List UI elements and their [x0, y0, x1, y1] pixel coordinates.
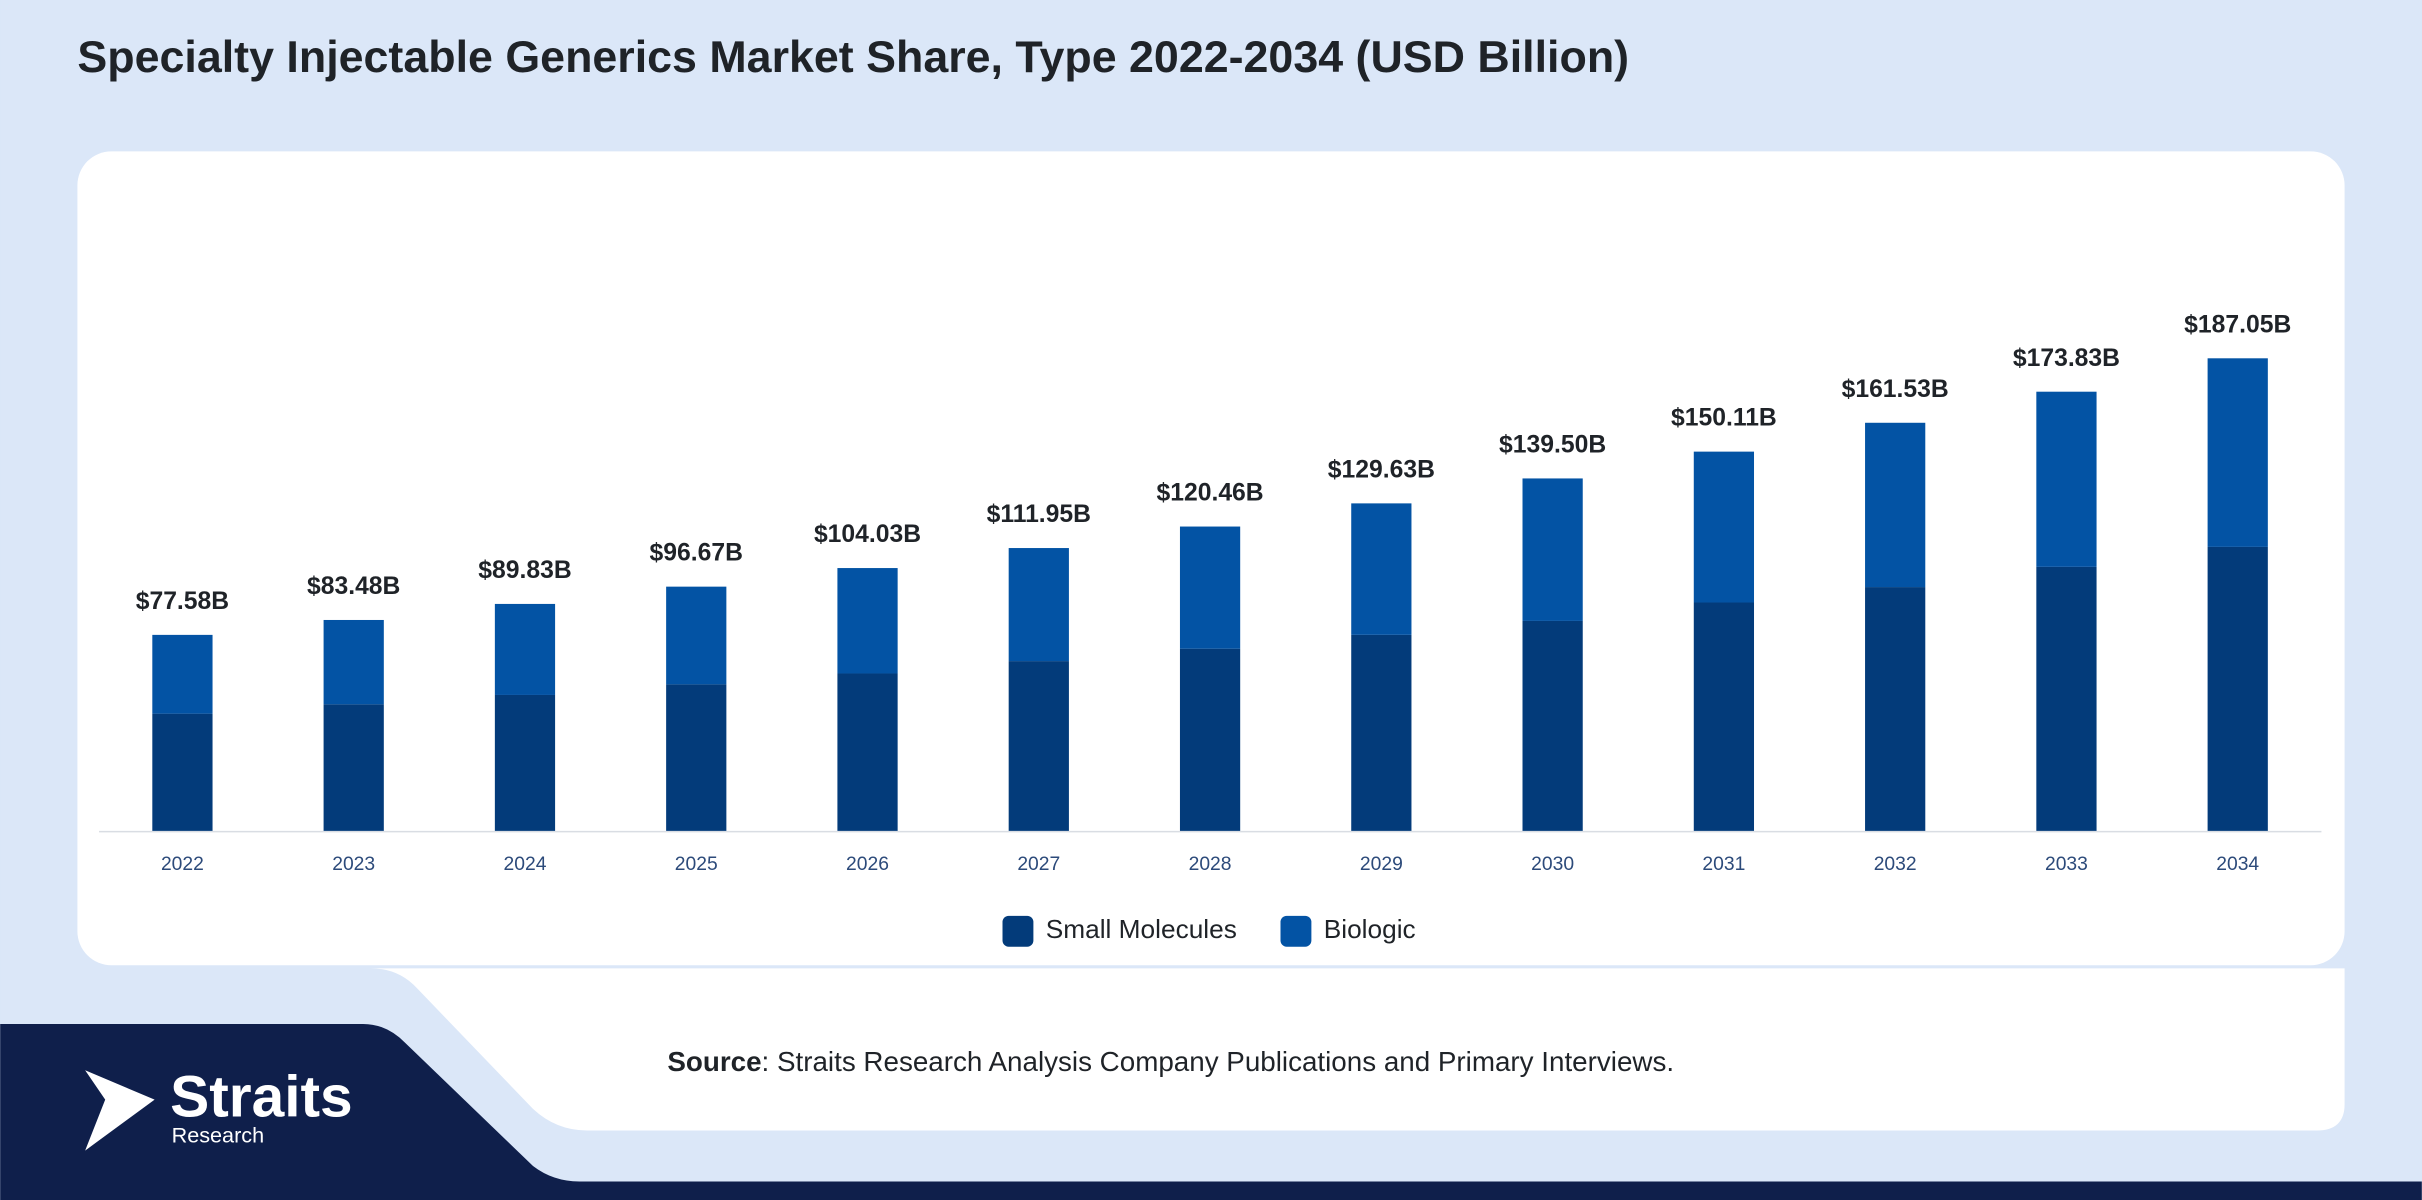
bar-segment: [1351, 503, 1412, 635]
total-label: $111.95B: [987, 501, 1091, 528]
legend-swatch: [1002, 915, 1034, 947]
bar-segment: [2036, 566, 2097, 831]
bar-segment: [2036, 391, 2097, 567]
bar-segment: [1522, 478, 1583, 621]
chart-title: Specialty Injectable Generics Market Sha…: [77, 32, 1629, 82]
bar-segment: [1008, 548, 1069, 662]
x-tick-label: 2028: [1189, 854, 1232, 875]
bar-segment: [837, 673, 898, 831]
x-tick-label: 2033: [2045, 854, 2088, 875]
source-note: Source: Straits Research Analysis Compan…: [667, 1046, 1674, 1077]
bar-segment: [666, 586, 727, 685]
bar-segment: [323, 619, 384, 705]
total-label: $83.48B: [307, 573, 400, 600]
bar-segment: [152, 713, 213, 831]
source-label: Source: [667, 1046, 761, 1077]
total-label: $173.83B: [2013, 345, 2120, 372]
logo-sub: Research: [172, 1122, 264, 1147]
bar-segment: [323, 704, 384, 831]
bar-segment: [837, 568, 898, 674]
bar-segment: [494, 694, 556, 831]
x-tick-label: 2027: [1017, 854, 1060, 875]
legend-label: Biologic: [1324, 914, 1416, 944]
legend-swatch: [1280, 915, 1312, 947]
x-tick-label: 2032: [1874, 854, 1917, 875]
logo-name: Straits: [170, 1065, 353, 1130]
bar-segment: [152, 634, 213, 714]
bar-segment: [1179, 526, 1241, 649]
x-tick-label: 2026: [846, 854, 889, 875]
bar-segment: [1351, 634, 1412, 831]
source-text: : Straits Research Analysis Company Publ…: [762, 1046, 1675, 1077]
x-tick-label: 2030: [1531, 854, 1574, 875]
total-label: $104.03B: [814, 521, 921, 548]
bar-segment: [1865, 587, 1926, 831]
total-label: $96.67B: [650, 540, 743, 567]
legend-label: Small Molecules: [1046, 914, 1237, 944]
total-label: $120.46B: [1157, 480, 1264, 507]
x-tick-label: 2022: [161, 854, 204, 875]
x-tick-label: 2025: [675, 854, 718, 875]
bar-segment: [1179, 648, 1241, 831]
bar-segment: [2207, 546, 2268, 831]
bar-segment: [1693, 602, 1755, 831]
x-tick-label: 2024: [504, 854, 547, 875]
bar-segment: [666, 684, 727, 831]
bar-segment: [1693, 451, 1755, 603]
bar-segment: [2207, 358, 2268, 547]
bar-segment: [1522, 620, 1583, 831]
bar-segment: [1008, 661, 1069, 831]
bar-segment: [494, 603, 556, 695]
total-label: $129.63B: [1328, 456, 1435, 483]
total-label: $187.05B: [2184, 311, 2291, 338]
total-label: $150.11B: [1671, 405, 1777, 432]
bar-segment: [1865, 422, 1926, 588]
x-tick-label: 2023: [332, 854, 375, 875]
source-card: [370, 968, 2345, 1131]
footer-band: [0, 1023, 2422, 1200]
total-label: $89.83B: [478, 557, 571, 584]
total-label: $77.58B: [136, 588, 229, 615]
x-tick-label: 2034: [2216, 854, 2259, 875]
total-label: $161.53B: [1842, 376, 1949, 403]
x-tick-label: 2029: [1360, 854, 1403, 875]
logo-icon: [85, 1070, 155, 1151]
x-tick-label: 2031: [1702, 854, 1745, 875]
total-label: $139.50B: [1499, 432, 1606, 459]
